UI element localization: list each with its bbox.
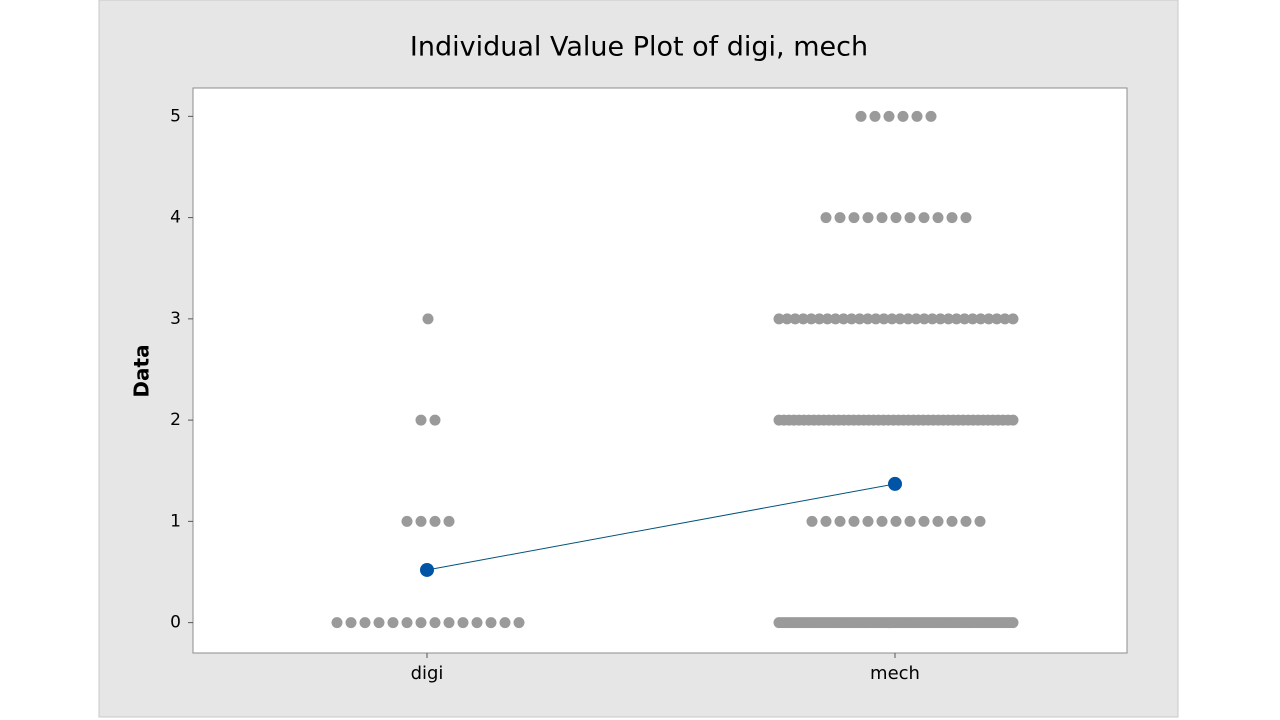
- y-tick-label: 4: [170, 208, 181, 228]
- data-point: [876, 515, 888, 527]
- data-point: [415, 515, 427, 527]
- y-tick-label: 0: [170, 613, 181, 633]
- data-point: [797, 313, 809, 325]
- plot-area: [192, 87, 1128, 654]
- data-point: [974, 515, 986, 527]
- mean-line: [426, 483, 896, 571]
- data-point: [1007, 617, 1019, 629]
- data-point: [806, 515, 818, 527]
- data-point: [894, 313, 906, 325]
- y-axis-label: Data: [130, 344, 154, 397]
- data-point: [959, 313, 971, 325]
- chart-title: Individual Value Plot of digi, mech: [410, 32, 868, 63]
- x-tick-label: digi: [411, 663, 444, 684]
- data-point: [471, 617, 483, 629]
- data-point: [331, 617, 343, 629]
- data-point: [999, 313, 1011, 325]
- data-point: [862, 212, 874, 224]
- data-point: [897, 110, 909, 122]
- y-tick-label: 1: [170, 511, 181, 531]
- data-point: [829, 313, 841, 325]
- data-point: [485, 617, 497, 629]
- data-point: [855, 110, 867, 122]
- data-point: [513, 617, 525, 629]
- data-point: [834, 515, 846, 527]
- data-point: [834, 212, 846, 224]
- data-point: [813, 313, 825, 325]
- data-point: [805, 313, 817, 325]
- data-point: [862, 515, 874, 527]
- data-point: [925, 110, 937, 122]
- data-point: [838, 313, 850, 325]
- data-point: [415, 414, 427, 426]
- data-point: [960, 515, 972, 527]
- data-point: [975, 313, 987, 325]
- data-point: [946, 515, 958, 527]
- data-point: [932, 212, 944, 224]
- data-point: [429, 414, 441, 426]
- data-point: [876, 212, 888, 224]
- data-point: [457, 617, 469, 629]
- data-point: [443, 515, 455, 527]
- data-point: [942, 313, 954, 325]
- x-tick-label: mech: [870, 663, 920, 684]
- data-point: [387, 617, 399, 629]
- data-point: [429, 617, 441, 629]
- data-point: [415, 617, 427, 629]
- data-point: [918, 515, 930, 527]
- data-point: [854, 313, 866, 325]
- data-point: [848, 212, 860, 224]
- data-point: [890, 212, 902, 224]
- data-point: [932, 515, 944, 527]
- data-point: [951, 313, 963, 325]
- data-point: [846, 313, 858, 325]
- mean-point: [888, 476, 902, 491]
- y-tick-label: 2: [170, 410, 181, 430]
- data-point: [883, 110, 895, 122]
- data-point: [1007, 414, 1019, 426]
- data-point: [499, 617, 511, 629]
- data-point: [820, 212, 832, 224]
- data-point: [869, 110, 881, 122]
- data-point: [918, 313, 930, 325]
- data-point: [960, 212, 972, 224]
- data-point: [773, 313, 785, 325]
- data-point: [359, 617, 371, 629]
- data-point: [983, 313, 995, 325]
- data-point: [820, 515, 832, 527]
- y-tick-label: 3: [170, 309, 181, 329]
- data-point: [991, 313, 1003, 325]
- data-point: [904, 212, 916, 224]
- data-point: [373, 617, 385, 629]
- data-point: [821, 313, 833, 325]
- data-point: [429, 515, 441, 527]
- data-point: [878, 313, 890, 325]
- data-point: [967, 313, 979, 325]
- data-point: [911, 110, 923, 122]
- data-point: [910, 313, 922, 325]
- y-tick-label: 5: [170, 106, 181, 126]
- data-point: [848, 515, 860, 527]
- data-point: [918, 212, 930, 224]
- data-point: [781, 313, 793, 325]
- data-point: [946, 212, 958, 224]
- data-point: [902, 313, 914, 325]
- data-point: [926, 313, 938, 325]
- data-point: [934, 313, 946, 325]
- data-point: [443, 617, 455, 629]
- data-point: [422, 313, 434, 325]
- data-point: [904, 515, 916, 527]
- data-point: [890, 515, 902, 527]
- data-point: [789, 313, 801, 325]
- data-point: [870, 313, 882, 325]
- data-point: [886, 313, 898, 325]
- data-point: [1007, 313, 1019, 325]
- data-point: [345, 617, 357, 629]
- data-point: [401, 617, 413, 629]
- data-point: [862, 313, 874, 325]
- data-point: [401, 515, 413, 527]
- mean-point: [420, 562, 434, 577]
